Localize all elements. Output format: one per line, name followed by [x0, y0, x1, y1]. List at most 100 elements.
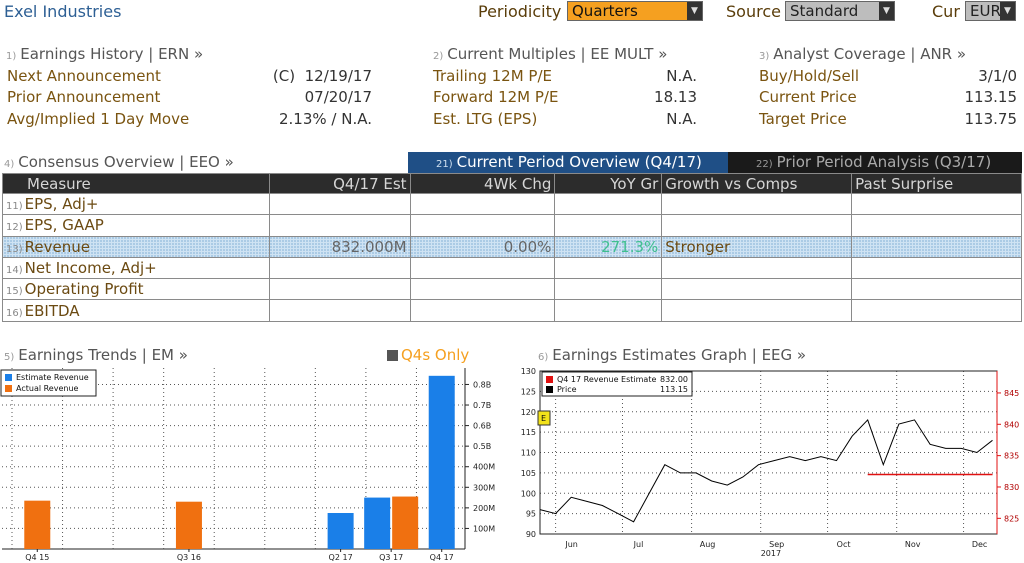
y-tick-label: 0.8B: [473, 380, 491, 389]
y-tick-label: 130: [521, 367, 536, 376]
legend: Estimate Revenue Actual Revenue: [0, 369, 97, 397]
estimate-cell: [268, 299, 411, 322]
prior-announcement-label: Prior Announcement: [7, 88, 161, 106]
measure-label: Operating Profit: [24, 280, 144, 299]
table-row[interactable]: 16) EBITDA: [2, 299, 1022, 322]
past-surprise-cell: [851, 214, 1022, 237]
col-header-yoy[interactable]: YoY Gr: [554, 173, 663, 194]
legend-swatch: [5, 385, 12, 392]
growth-vs-comps-cell: [661, 214, 853, 237]
past-surprise-cell: [851, 192, 1022, 216]
x-tick-label: Nov: [905, 540, 921, 549]
legend-value: 113.15: [660, 385, 688, 394]
earnings-estimates-chart: 90 95 100 105 110 115 120 125 130 Jun Jul Aug Sep Oct…: [521, 367, 1020, 558]
buy-hold-sell-value: 3/1/0: [978, 67, 1017, 85]
periodicity-dropdown[interactable]: Quarters ▼: [567, 1, 703, 21]
estimate-cell: [268, 278, 411, 301]
right-tick-label: 825: [1004, 514, 1019, 523]
y-tick-label: 0.6B: [473, 422, 491, 431]
estimate-cell: [268, 214, 411, 237]
ltg-label: Est. LTG (EPS): [433, 110, 538, 128]
row-index: 14): [6, 265, 23, 277]
col-header-growth-vs-comps[interactable]: Growth vs Comps: [661, 173, 853, 194]
measure-label: Net Income, Adj+: [24, 259, 157, 278]
growth-vs-comps-cell: Stronger: [661, 235, 853, 258]
row-index: 11): [6, 201, 23, 213]
earnings-trends-link[interactable]: 5) Earnings Trends | EM »: [4, 346, 188, 364]
y-tick-label: 0.7B: [473, 401, 491, 410]
next-announcement-label: Next Announcement: [7, 67, 161, 85]
row-index: 15): [6, 286, 23, 298]
q4s-only-toggle[interactable]: Q4s Only: [387, 346, 469, 364]
4wk-chg-cell: [409, 256, 556, 280]
y-tick-label: 0.5B: [473, 442, 491, 451]
right-tick-label: 830: [1004, 483, 1019, 492]
currency-dropdown[interactable]: EUR ▼: [965, 1, 1016, 21]
current-multiples-link[interactable]: 2) Current Multiples | EE MULT »: [433, 45, 668, 63]
growth-vs-comps-cell: [661, 256, 853, 280]
ltg-value: N.A.: [666, 110, 697, 128]
growth-vs-comps-cell: [661, 192, 853, 216]
legend-label: Estimate Revenue: [16, 373, 89, 382]
col-header-est[interactable]: Q4/17 Est: [268, 173, 411, 194]
periodicity-value: Quarters: [572, 2, 638, 20]
col-header-measure[interactable]: Measure: [2, 173, 270, 194]
4wk-chg-cell: [409, 192, 556, 216]
yoy-growth-cell: [554, 256, 663, 280]
table-row[interactable]: 15) Operating Profit: [2, 278, 1022, 301]
measure-cell[interactable]: 11) EPS, Adj+: [2, 192, 270, 216]
consensus-overview-link[interactable]: 4) Consensus Overview | EEO »: [4, 153, 234, 171]
x-tick-label: Q4 15: [25, 553, 49, 562]
4wk-chg-cell: [409, 299, 556, 322]
right-tick-label: 835: [1004, 452, 1019, 461]
y-tick-label: 95: [526, 510, 536, 519]
x-tick-label: Oct: [837, 540, 851, 549]
table-row[interactable]: 12) EPS, GAAP: [2, 214, 1022, 237]
forward-pe-value: 18.13: [654, 88, 697, 106]
measure-cell[interactable]: 12) EPS, GAAP: [2, 214, 270, 237]
measure-cell[interactable]: 16) EBITDA: [2, 299, 270, 322]
checkbox-icon: [387, 350, 398, 361]
x-tick-label: Q3 16: [177, 553, 201, 562]
analyst-coverage-link[interactable]: 3) Analyst Coverage | ANR »: [759, 45, 967, 63]
legend-label: Q4 17 Revenue Estimate: [557, 375, 656, 384]
col-header-4wk-chg[interactable]: 4Wk Chg: [409, 173, 556, 194]
past-surprise-cell: [851, 299, 1022, 322]
forward-pe-label: Forward 12M P/E: [433, 88, 559, 106]
measure-cell[interactable]: 13) Revenue: [2, 235, 270, 258]
earnings-marker-label: E: [541, 414, 546, 423]
periodicity-label: Periodicity: [478, 2, 562, 21]
past-surprise-cell: [851, 278, 1022, 301]
col-header-past-surprise[interactable]: Past Surprise: [851, 173, 1022, 194]
avg-move-label: Avg/Implied 1 Day Move: [7, 110, 190, 128]
table-row[interactable]: 11) EPS, Adj+: [2, 192, 1022, 216]
growth-vs-comps-cell: [661, 299, 853, 322]
bar: [175, 501, 202, 549]
x-tick-label: Jul: [633, 540, 644, 549]
yoy-growth-cell: 271.3%: [554, 235, 663, 258]
currency-label: Cur: [932, 2, 960, 21]
bar: [364, 497, 391, 549]
target-price-label: Target Price: [759, 110, 847, 128]
currency-value: EUR: [970, 2, 1001, 20]
table-row[interactable]: 13) Revenue 832.000M 0.00% 271.3% Stronger: [2, 235, 1022, 258]
earnings-history-link[interactable]: 1) Earnings History | ERN »: [6, 45, 204, 63]
y-tick-label: 115: [521, 428, 536, 437]
table-row[interactable]: 14) Net Income, Adj+: [2, 256, 1022, 280]
tab-current-period[interactable]: 21) Current Period Overview (Q4/17): [408, 152, 728, 173]
earnings-estimates-graph-link[interactable]: 6) Earnings Estimates Graph | EEG »: [538, 346, 807, 364]
estimate-cell: 832.000M: [268, 235, 411, 258]
estimate-cell: [268, 256, 411, 280]
y-tick-label: 400M: [473, 463, 495, 472]
measure-cell[interactable]: 14) Net Income, Adj+: [2, 256, 270, 280]
earnings-trends-chart: 100M 200M 300M 400M 0.5B 0.6B 0.7B 0.8B Q4 15 Q3 …: [0, 368, 495, 562]
y-tick-label: 120: [521, 408, 536, 417]
row-index: 13): [6, 243, 23, 255]
legend-box: [0, 369, 97, 397]
bar: [24, 500, 51, 549]
source-dropdown[interactable]: Standard ▼: [785, 1, 895, 21]
measure-cell[interactable]: 15) Operating Profit: [2, 278, 270, 301]
tab-prior-period[interactable]: 22) Prior Period Analysis (Q3/17): [728, 152, 1022, 173]
bar: [392, 496, 419, 549]
y-tick-label: 105: [521, 469, 536, 478]
